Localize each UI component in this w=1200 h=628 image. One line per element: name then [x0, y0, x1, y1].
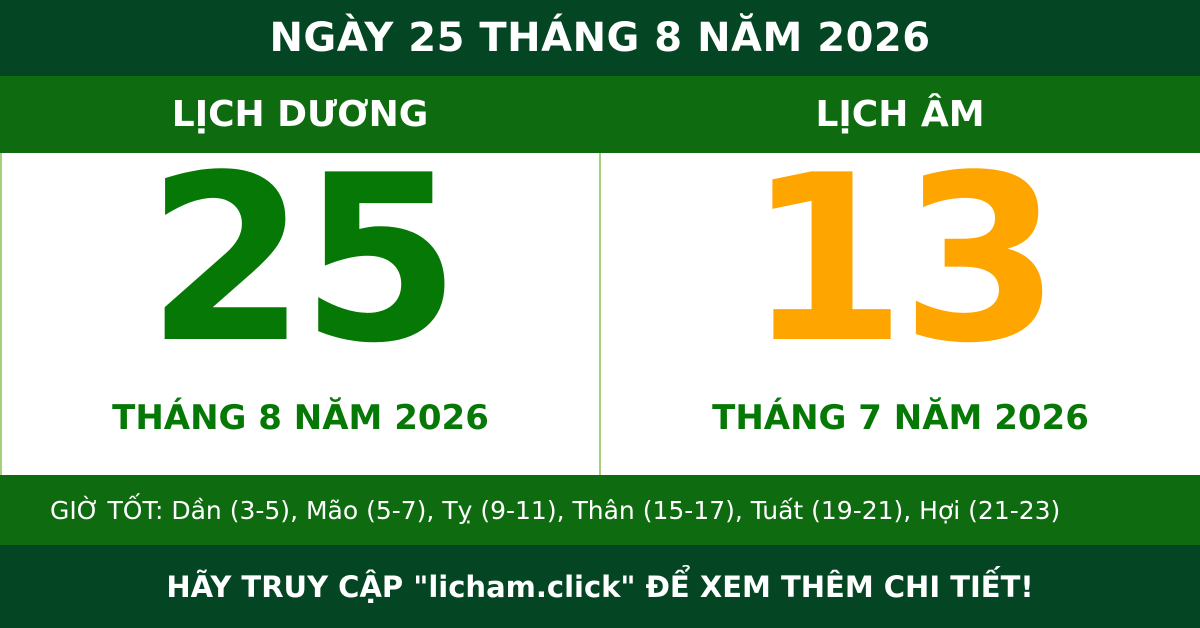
lunar-column: 13 THÁNG 7 NĂM 2026 [601, 127, 1200, 475]
calendar-headers: LỊCH DƯƠNG LỊCH ÂM [0, 76, 1200, 153]
page-title: NGÀY 25 THÁNG 8 NĂM 2026 [0, 0, 1200, 76]
lunar-month-year: THÁNG 7 NĂM 2026 [712, 398, 1089, 438]
solar-calendar-label: LỊCH DƯƠNG [171, 94, 429, 135]
solar-day: 25 [146, 127, 460, 394]
lunar-calendar-label: LỊCH ÂM [815, 94, 985, 135]
lunar-day: 13 [746, 127, 1060, 394]
calendar-body: 25 THÁNG 8 NĂM 2026 13 THÁNG 7 NĂM 2026 [0, 127, 1200, 475]
footer-cta: HÃY TRUY CẬP "licham.click" ĐỂ XEM THÊM … [0, 545, 1200, 628]
solar-column: 25 THÁNG 8 NĂM 2026 [2, 127, 601, 475]
solar-month-year: THÁNG 8 NĂM 2026 [112, 398, 489, 438]
good-hours: GIỜ TỐT: Dần (3-5), Mão (5-7), Tỵ (9-11)… [0, 475, 1200, 545]
